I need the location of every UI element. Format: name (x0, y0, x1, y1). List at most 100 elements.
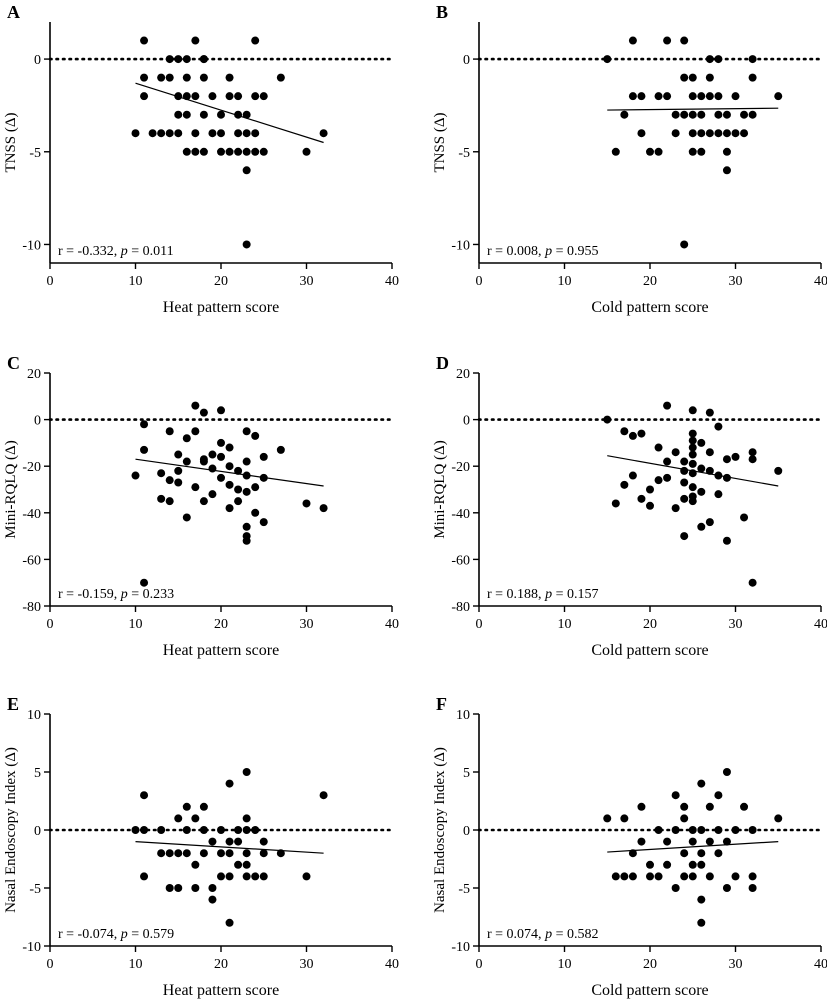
data-point (748, 826, 757, 834)
data-point (740, 129, 749, 138)
data-point (234, 860, 243, 869)
data-point (208, 450, 217, 459)
data-point (748, 73, 757, 82)
data-point (611, 147, 620, 156)
x-axis-label: Cold pattern score (591, 642, 708, 659)
data-point (620, 814, 629, 823)
data-point (225, 92, 234, 101)
r-value-text: r = 0.188, (487, 587, 545, 602)
data-point (722, 166, 731, 175)
x-tick-label: 0 (476, 957, 483, 972)
data-point (680, 73, 689, 82)
data-point (225, 147, 234, 156)
data-point (688, 826, 697, 834)
data-point (671, 110, 680, 119)
data-point (688, 436, 697, 445)
data-point (680, 110, 689, 119)
data-point (242, 826, 251, 834)
data-point (748, 110, 757, 119)
p-value-text: = 0.233 (128, 587, 174, 602)
data-point (140, 791, 149, 800)
data-point (697, 110, 706, 119)
y-tick-label: -40 (451, 507, 470, 522)
data-point (688, 450, 697, 459)
data-point (165, 884, 174, 892)
data-point (140, 445, 149, 454)
p-value-text: = 0.011 (128, 244, 174, 259)
data-point (774, 92, 783, 101)
r-value-text: r = 0.074, (487, 927, 545, 942)
data-point (697, 826, 706, 834)
data-point (199, 497, 208, 506)
data-point (697, 147, 706, 156)
y-tick-label: -5 (29, 146, 41, 161)
data-point (705, 837, 714, 846)
data-point (722, 768, 731, 776)
data-point (697, 92, 706, 101)
y-tick-label: 5 (463, 766, 470, 781)
data-point (774, 814, 783, 823)
data-point (663, 837, 672, 846)
data-point (242, 129, 251, 138)
data-point (697, 895, 706, 904)
data-point (191, 427, 200, 436)
data-point (165, 849, 174, 858)
data-point (157, 129, 166, 138)
data-point (234, 129, 243, 138)
data-point (620, 480, 629, 489)
data-point (174, 849, 183, 858)
data-point (140, 872, 149, 881)
data-point (208, 884, 217, 892)
r-value-text: r = -0.074, (58, 927, 121, 942)
x-tick-label: 10 (558, 617, 572, 632)
correlation-annotation: r = 0.008, p = 0.955 (487, 244, 598, 259)
data-point (259, 872, 268, 881)
data-point (697, 129, 706, 138)
data-point (654, 147, 663, 156)
data-point (714, 849, 723, 858)
data-point (697, 918, 706, 927)
data-point (140, 826, 149, 834)
y-tick-label: -5 (29, 882, 41, 897)
p-value-text: = 0.582 (552, 927, 598, 942)
x-tick-label: 0 (476, 274, 483, 289)
data-point (191, 884, 200, 892)
data-point (722, 473, 731, 482)
data-point (637, 129, 646, 138)
regression-line (607, 841, 779, 853)
y-tick-label: 0 (34, 53, 41, 68)
y-tick-label: -10 (451, 940, 470, 955)
data-point (208, 895, 217, 904)
data-point (234, 497, 243, 506)
data-point (259, 849, 268, 858)
data-point (182, 55, 191, 64)
data-point (705, 55, 714, 64)
data-point (611, 499, 620, 508)
data-point (148, 129, 157, 138)
data-point (319, 791, 328, 800)
data-point (697, 860, 706, 869)
data-point (637, 837, 646, 846)
data-point (191, 860, 200, 869)
data-point (688, 110, 697, 119)
x-tick-label: 40 (385, 274, 399, 289)
x-tick-label: 0 (47, 957, 54, 972)
data-point (637, 429, 646, 438)
data-point (199, 802, 208, 811)
y-tick-label: 5 (34, 766, 41, 781)
p-symbol: p (120, 587, 128, 602)
data-point (688, 147, 697, 156)
data-point (680, 457, 689, 466)
x-tick-label: 20 (214, 274, 228, 289)
data-point (225, 918, 234, 927)
x-axis-label: Cold pattern score (591, 299, 708, 316)
data-point (242, 522, 251, 531)
x-tick-label: 20 (214, 957, 228, 972)
data-point (748, 872, 757, 881)
p-symbol: p (544, 587, 552, 602)
x-tick-label: 30 (300, 957, 314, 972)
panel-letter: A (7, 2, 20, 22)
data-point (705, 466, 714, 475)
data-point (731, 452, 740, 461)
data-point (620, 872, 629, 881)
